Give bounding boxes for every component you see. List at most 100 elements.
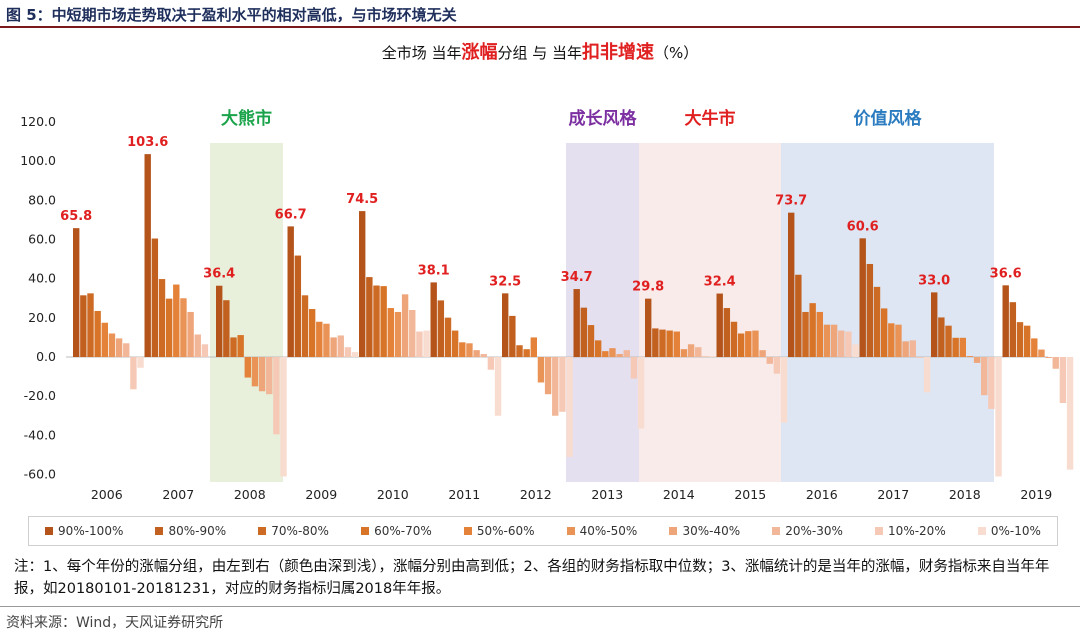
bar-2016-9: [845, 331, 852, 357]
bar-2011-2: [437, 300, 445, 357]
y-tick-label: 20.0: [28, 310, 56, 325]
bar-2014-6: [680, 349, 688, 357]
legend-item-10: 0%-10%: [977, 524, 1041, 538]
bar-2016-6: [823, 324, 831, 357]
bar-2019-1: [1002, 285, 1009, 357]
bar-2012-2: [509, 315, 516, 358]
bar-2018-9: [988, 357, 995, 409]
bar-2012-3: [516, 345, 523, 357]
bar-2014-8: [695, 347, 702, 357]
bar-2019-7: [1045, 357, 1052, 358]
bar-2006-9: [130, 357, 137, 390]
bar-2013-8: [623, 350, 630, 357]
legend-label: 60%-70%: [374, 524, 432, 538]
bar-2013-7: [616, 354, 623, 357]
bar-2006-1: [73, 228, 80, 357]
bar-2008-7: [258, 357, 266, 392]
chart-title-part1: 全市场 当年: [381, 44, 462, 62]
bar-2019-8: [1052, 357, 1059, 369]
bar-2008-2: [223, 300, 230, 357]
x-tick-label-2007: 2007: [162, 487, 194, 502]
bar-2011-10: [494, 357, 502, 416]
legend-label: 90%-100%: [58, 524, 124, 538]
bar-2013-10: [637, 357, 645, 429]
legend: 90%-100% 80%-90% 70%-80% 60%-70% 50%-60% 40%-…: [28, 516, 1058, 546]
legend-swatch: [155, 527, 164, 535]
bar-2014-9: [702, 356, 709, 357]
bar-2011-4: [451, 330, 459, 357]
data-label-2006: 65.8: [60, 209, 92, 224]
bar-2016-10: [852, 344, 859, 357]
bar-2009-2: [294, 255, 302, 357]
bar-2006-10: [137, 357, 144, 368]
bar-2016-3: [802, 311, 809, 357]
bar-2007-5: [173, 284, 180, 357]
x-tick-label-2019: 2019: [1020, 487, 1052, 502]
data-label-2009: 66.7: [275, 207, 307, 222]
bar-2009-4: [308, 309, 316, 357]
bar-2014-3: [659, 329, 666, 357]
bar-2011-1: [430, 282, 437, 357]
bar-2017-5: [888, 323, 895, 357]
legend-item-3: 70%-80%: [258, 524, 329, 538]
bar-2012-1: [502, 293, 509, 357]
bar-2010-10: [423, 330, 430, 357]
bar-2009-1: [287, 226, 294, 357]
bar-2007-2: [151, 238, 159, 357]
bar-2016-1: [788, 212, 795, 357]
bar-2011-7: [473, 350, 480, 357]
bar-2014-2: [652, 328, 659, 357]
y-tick-label: 80.0: [28, 192, 56, 207]
bar-2018-2: [938, 317, 945, 357]
bar-2011-3: [444, 317, 452, 357]
data-label-2012: 32.5: [489, 274, 521, 289]
bar-2017-9: [916, 357, 924, 358]
y-tick-label: 60.0: [28, 232, 56, 247]
chart-title: 全市场 当年涨幅分组 与 当年扣非增速（%）: [0, 38, 1080, 64]
bar-2019-2: [1009, 302, 1017, 357]
bar-2006-4: [94, 310, 101, 357]
bar-2009-8: [337, 335, 344, 357]
bar-2018-5: [959, 337, 966, 357]
bar-2007-7: [187, 311, 194, 357]
y-tick-label: 120.0: [20, 114, 56, 129]
bar-2008-3: [230, 337, 237, 357]
bar-2017-10: [923, 357, 931, 393]
bar-2009-6: [323, 323, 330, 357]
bar-2019-3: [1016, 322, 1024, 357]
chart-title-part3: （%）: [654, 44, 699, 62]
bar-2015-1: [716, 293, 723, 357]
bar-2015-7: [759, 350, 766, 357]
bar-2018-6: [966, 356, 974, 357]
x-tick-label-2006: 2006: [91, 487, 123, 502]
chart-note: 注：1、每个年份的涨幅分组，由左到右（颜色由深到浅），涨幅分别由高到低；2、各组…: [14, 559, 1050, 597]
x-tick-label-2017: 2017: [877, 487, 909, 502]
bar-2019-9: [1059, 357, 1067, 404]
bar-2018-10: [995, 357, 1002, 477]
data-label-2011: 38.1: [418, 263, 450, 278]
x-tick-label-2012: 2012: [520, 487, 552, 502]
x-tick-label-2010: 2010: [377, 487, 409, 502]
data-label-2015: 32.4: [704, 275, 736, 290]
y-tick-label: -20.0: [24, 388, 56, 403]
bar-2010-1: [359, 211, 366, 357]
bar-2012-5: [530, 337, 537, 357]
bar-2015-10: [780, 357, 788, 423]
legend-item-8: 20%-30%: [772, 524, 843, 538]
bar-2008-6: [251, 357, 259, 387]
x-tick-label-2008: 2008: [234, 487, 266, 502]
chart-title-highlight-1: 涨幅: [461, 42, 498, 63]
bar-2019-5: [1031, 338, 1038, 357]
bar-2008-10: [280, 357, 287, 477]
bar-2012-6: [537, 357, 545, 383]
legend-label: 20%-30%: [785, 524, 843, 538]
legend-swatch: [977, 527, 986, 535]
bar-2013-6: [609, 348, 616, 357]
y-tick-label: 0.0: [36, 349, 56, 364]
data-label-2016: 73.7: [775, 194, 807, 209]
bar-2011-5: [459, 342, 466, 357]
region-4: [781, 143, 994, 482]
bar-2012-4: [523, 349, 530, 357]
bar-2017-1: [859, 238, 866, 357]
region-label-3: 大牛市: [685, 108, 736, 129]
